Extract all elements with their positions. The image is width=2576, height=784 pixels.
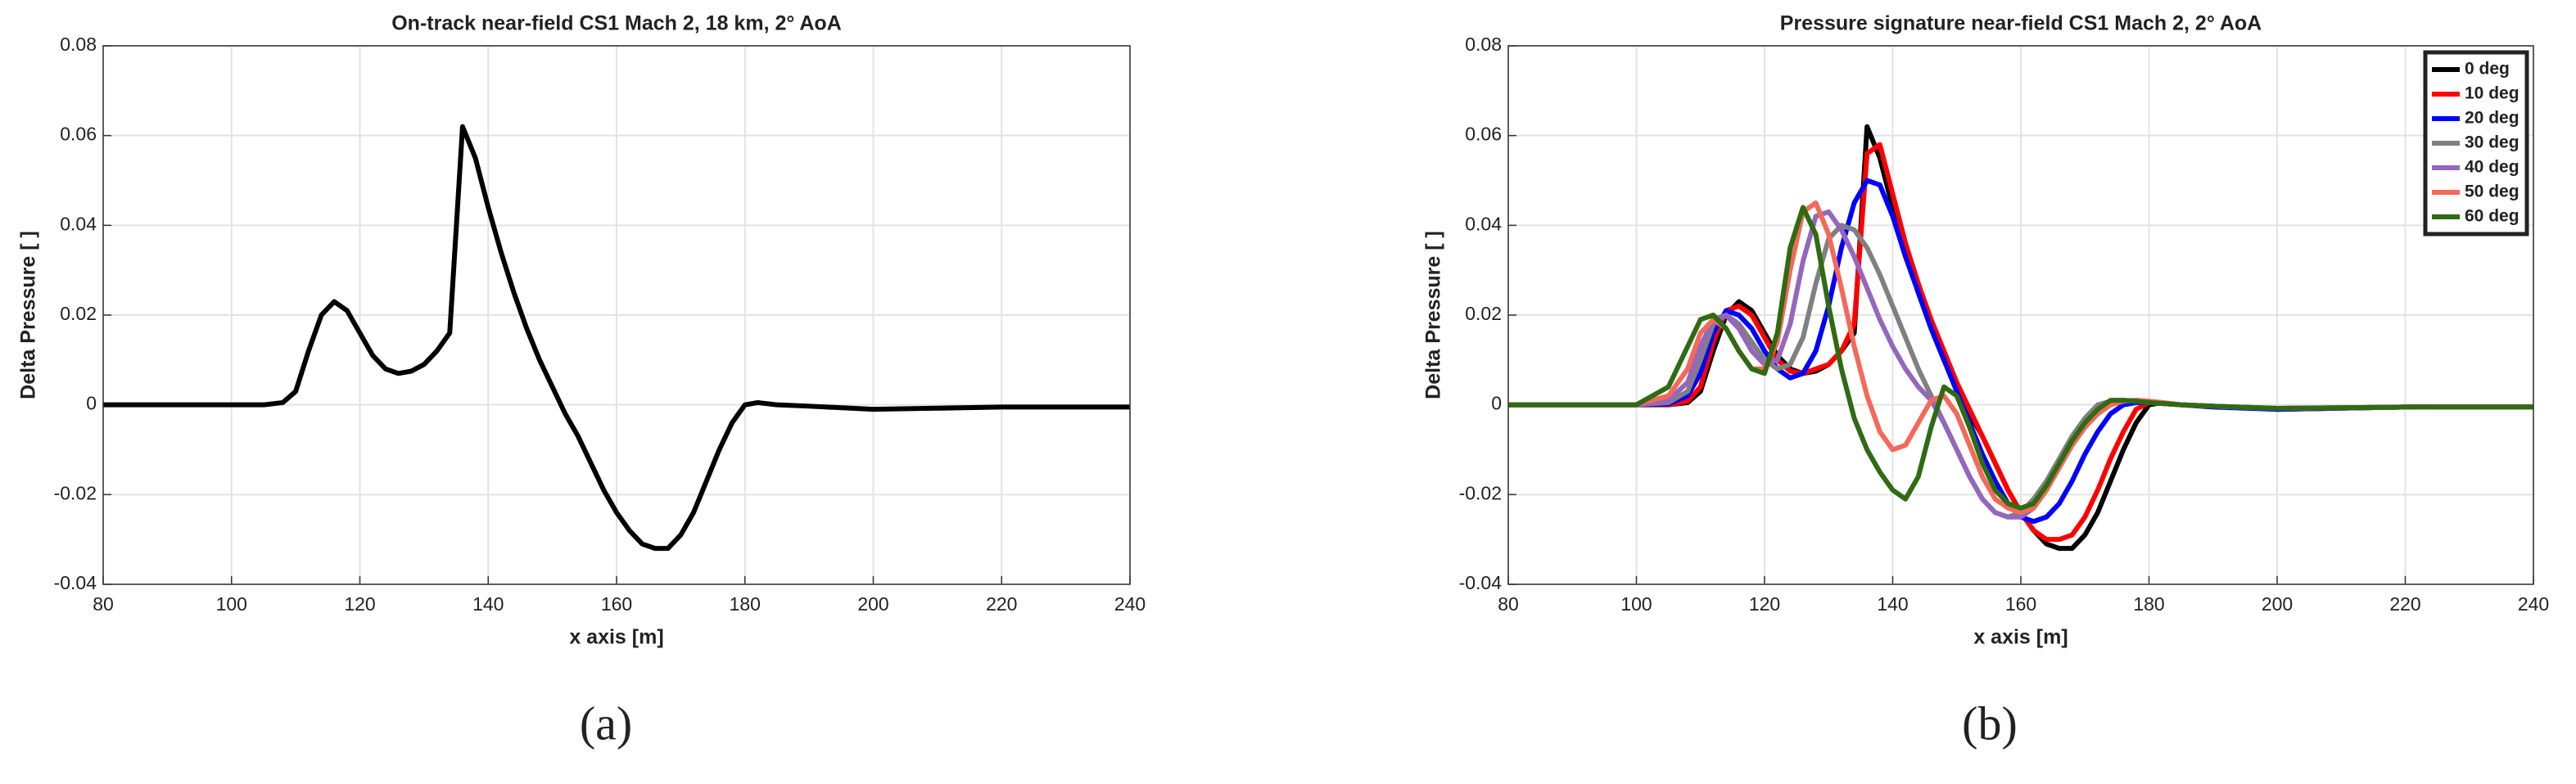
caption: (a): [580, 696, 632, 750]
chart-title: Pressure signature near-field CS1 Mach 2…: [1780, 12, 2262, 35]
y-tick-label: 0.04: [1465, 213, 1502, 234]
x-tick-label: 200: [857, 593, 888, 615]
y-axis-label: Delta Pressure [ ]: [1422, 231, 1445, 399]
legend-label: 10 deg: [2465, 84, 2520, 103]
x-tick-label: 120: [344, 593, 375, 615]
x-tick-label: 200: [2262, 593, 2293, 615]
y-tick-label: -0.04: [1459, 572, 1503, 593]
chart-title: On-track near-field CS1 Mach 2, 18 km, 2…: [391, 12, 842, 35]
y-tick-label: 0.06: [60, 124, 97, 145]
axes-frame: [1507, 45, 2534, 585]
y-tick-label: 0.08: [60, 34, 97, 55]
x-tick-label: 240: [2518, 593, 2549, 615]
x-tick-label: 140: [1877, 593, 1908, 615]
x-tick-label: 180: [2133, 593, 2164, 615]
data-line: [103, 124, 1130, 552]
legend-label: 0 deg: [2465, 60, 2510, 79]
x-axis-label: x axis [m]: [569, 626, 663, 649]
x-tick-label: 220: [986, 593, 1017, 615]
chart: 80 100 120 140 160 180 200 220 240 -0.04 -0.02 0 0.0…: [17, 12, 1146, 750]
legend-label: 50 deg: [2465, 182, 2520, 201]
y-tick-label: -0.02: [1459, 482, 1502, 503]
y-tick-label: 0.04: [60, 213, 97, 234]
x-tick-label: 240: [1114, 593, 1146, 615]
y-tick-label: 0.08: [1465, 34, 1502, 55]
x-tick-label: 120: [1749, 593, 1780, 615]
y-tick-label: -0.02: [54, 482, 97, 503]
chart: 80 100 120 140 160 180 200 220 240 -0.04 -0.02 0 0.0…: [1422, 12, 2550, 750]
x-tick-label: 100: [216, 593, 247, 615]
y-tick-label: 0.06: [1465, 124, 1502, 145]
data-line: [1508, 178, 2533, 525]
legend-label: 30 deg: [2465, 133, 2520, 152]
x-tick-label: 140: [472, 593, 504, 615]
y-tick-label: -0.04: [54, 572, 97, 593]
x-tick-label: 160: [2005, 593, 2036, 615]
x-tick-label: 160: [601, 593, 632, 615]
legend: 0 deg 10 deg 20 deg 30 deg 40 deg 50 deg 60 de…: [2423, 50, 2529, 237]
x-tick-label: 180: [730, 593, 761, 615]
caption: (b): [1962, 696, 2018, 750]
y-tick-label: 0.02: [60, 303, 97, 324]
y-tick-label: 0: [86, 393, 97, 414]
axes-frame: [102, 45, 1131, 585]
y-axis-label: Delta Pressure [ ]: [17, 231, 40, 399]
y-tick-label: 0: [1491, 393, 1502, 414]
data-line: [1508, 205, 2533, 511]
data-line: [1508, 142, 2533, 543]
x-tick-label: 80: [93, 593, 114, 615]
x-tick-label: 80: [1498, 593, 1519, 615]
legend-label: 60 deg: [2465, 207, 2520, 226]
legend-label: 20 deg: [2465, 109, 2520, 128]
x-tick-label: 220: [2389, 593, 2420, 615]
x-tick-label: 100: [1620, 593, 1652, 615]
legend-label: 40 deg: [2465, 158, 2520, 177]
y-tick-label: 0.02: [1465, 303, 1502, 324]
x-axis-label: x axis [m]: [1973, 626, 2068, 649]
